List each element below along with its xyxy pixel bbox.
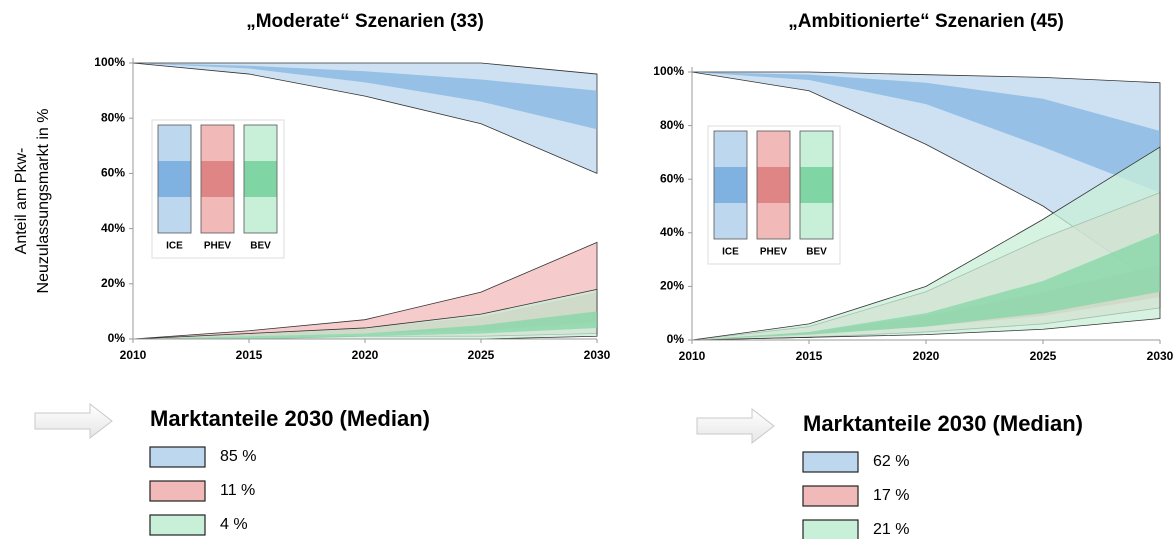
summary-value: 85 % <box>220 448 256 465</box>
y-tick-label: 60% <box>101 166 125 180</box>
summary-swatch <box>802 451 859 473</box>
band-inner <box>692 72 1160 193</box>
summary-value: 11 % <box>220 482 255 499</box>
arrow <box>696 407 775 445</box>
summary-swatch <box>802 519 859 541</box>
y-tick-label: 40% <box>101 221 125 235</box>
legend-swatch-inner <box>757 167 790 203</box>
legend-label: BEV <box>250 241 271 252</box>
summary-title: Marktanteile 2030 (Median) <box>150 406 430 431</box>
y-axis-label: Neuzulassungsmarkt in % <box>35 109 52 294</box>
x-tick-label: 2020 <box>352 348 379 362</box>
x-tick-label: 2010 <box>679 349 706 363</box>
summary-value: 4 % <box>220 516 248 533</box>
y-tick-label: 20% <box>101 276 125 290</box>
summary-swatch <box>802 485 859 507</box>
x-tick-label: 2020 <box>913 349 940 363</box>
y-tick-label: 80% <box>101 110 125 124</box>
chart-title: „Moderate“ Szenarien (33) <box>246 11 484 32</box>
band-inner <box>133 63 597 130</box>
y-tick-label: 100% <box>653 64 684 78</box>
y-tick-label: 0% <box>108 331 126 345</box>
x-tick-label: 2030 <box>584 348 611 362</box>
y-tick-label: 100% <box>94 55 125 69</box>
y-axis-label: Anteil am Pkw- <box>13 148 30 255</box>
summary-swatch <box>149 514 206 536</box>
legend-label: PHEV <box>760 247 788 258</box>
y-tick-label: 20% <box>660 279 684 293</box>
x-tick-label: 2025 <box>468 348 495 362</box>
chart-title: „Ambitionierte“ Szenarien (45) <box>788 11 1064 32</box>
y-tick-label: 80% <box>660 118 684 132</box>
legend-label: ICE <box>722 247 739 258</box>
arrow <box>34 402 113 440</box>
summary-title: Marktanteile 2030 (Median) <box>803 411 1083 436</box>
legend-label: PHEV <box>204 241 232 252</box>
x-tick-label: 2025 <box>1030 349 1057 363</box>
legend-swatch-inner <box>714 167 747 203</box>
band-inner <box>133 311 597 339</box>
x-tick-label: 2030 <box>1147 349 1174 363</box>
legend-swatch-inner <box>201 161 234 197</box>
legend-label: ICE <box>166 241 183 252</box>
x-tick-label: 2015 <box>236 348 263 362</box>
summary-value: 62 % <box>873 453 909 470</box>
summary-swatch <box>149 446 206 468</box>
legend-swatch-inner <box>244 161 277 197</box>
summary-value: 17 % <box>873 487 909 504</box>
band-inner <box>692 232 1160 340</box>
legend-swatch-inner <box>158 161 191 197</box>
y-tick-label: 40% <box>660 225 684 239</box>
legend-swatch-inner <box>800 167 833 203</box>
summary-value: 21 % <box>873 521 909 538</box>
summary-swatch <box>149 480 206 502</box>
x-tick-label: 2010 <box>120 348 147 362</box>
legend-label: BEV <box>806 247 827 258</box>
y-tick-label: 60% <box>660 171 684 185</box>
y-tick-label: 0% <box>667 332 685 346</box>
x-tick-label: 2015 <box>796 349 823 363</box>
